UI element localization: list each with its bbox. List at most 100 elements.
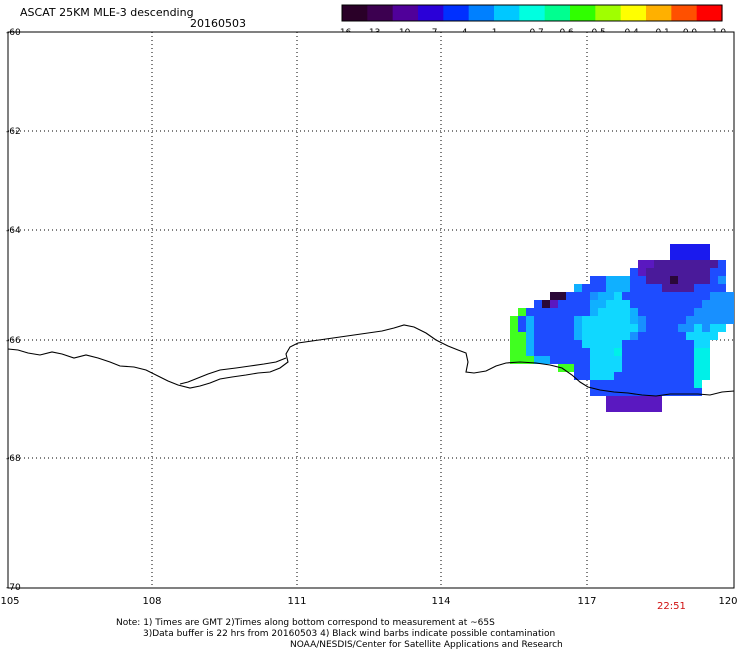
swath-cell — [598, 292, 606, 300]
swath-cell — [678, 308, 686, 316]
swath-cell — [542, 348, 550, 356]
swath-cell — [614, 332, 622, 340]
swath-cell — [566, 316, 574, 324]
swath-cell — [702, 244, 710, 252]
swath-cell — [574, 308, 582, 316]
swath-cell — [702, 292, 710, 300]
swath-cell — [686, 244, 694, 252]
swath-cell — [646, 348, 654, 356]
swath-cell — [678, 380, 686, 388]
swath-cell — [678, 364, 686, 372]
swath-cell — [518, 332, 526, 340]
lon-label: 108 — [142, 596, 161, 607]
swath-cell — [654, 300, 662, 308]
swath-cell — [590, 356, 598, 364]
swath-cell — [702, 348, 710, 356]
swath-cell — [702, 268, 710, 276]
swath-cell — [598, 348, 606, 356]
colorbar-swatch — [519, 5, 546, 21]
swath-cell — [694, 300, 702, 308]
swath-cell — [662, 356, 670, 364]
swath-cell — [582, 332, 590, 340]
swath-cell — [606, 292, 614, 300]
swath-cell — [662, 316, 670, 324]
swath-cell — [630, 364, 638, 372]
swath-cell — [590, 276, 598, 284]
swath-cell — [694, 340, 702, 348]
swath-cell — [694, 316, 702, 324]
colorbar-swatch — [494, 5, 520, 21]
swath-cell — [598, 300, 606, 308]
swath-cell — [662, 332, 670, 340]
swath-cell — [622, 332, 630, 340]
swath-cell — [718, 268, 726, 276]
swath-cell — [638, 332, 646, 340]
swath-cell — [678, 276, 686, 284]
swath-cell — [590, 324, 598, 332]
swath-cell — [638, 380, 646, 388]
swath-cell — [542, 324, 550, 332]
swath-cell — [638, 396, 646, 404]
swath-cell — [718, 276, 726, 284]
swath-cell — [526, 340, 534, 348]
swath-cell — [558, 348, 566, 356]
data-swath — [510, 244, 734, 412]
swath-cell — [534, 332, 542, 340]
swath-cell — [654, 292, 662, 300]
swath-cell — [654, 380, 662, 388]
swath-cell — [662, 380, 670, 388]
swath-cell — [670, 388, 678, 396]
swath-cell — [606, 316, 614, 324]
swath-cell — [630, 348, 638, 356]
swath-cell — [550, 316, 558, 324]
swath-cell — [646, 340, 654, 348]
swath-cell — [654, 284, 662, 292]
swath-cell — [534, 356, 542, 364]
swath-cell — [590, 284, 598, 292]
swath-cell — [606, 388, 614, 396]
swath-cell — [614, 284, 622, 292]
swath-cell — [654, 348, 662, 356]
swath-cell — [590, 388, 598, 396]
swath-cell — [646, 396, 654, 404]
swath-cell — [598, 316, 606, 324]
swath-cell — [566, 364, 574, 372]
swath-cell — [686, 308, 694, 316]
swath-cell — [694, 332, 702, 340]
swath-cell — [670, 300, 678, 308]
swath-cell — [670, 268, 678, 276]
swath-cell — [590, 364, 598, 372]
swath-cell — [694, 356, 702, 364]
swath-cell — [574, 364, 582, 372]
swath-cell — [574, 340, 582, 348]
swath-cell — [534, 340, 542, 348]
swath-cell — [646, 372, 654, 380]
swath-cell — [694, 388, 702, 396]
swath-cell — [526, 332, 534, 340]
swath-cell — [598, 372, 606, 380]
swath-cell — [614, 348, 622, 356]
swath-cell — [662, 300, 670, 308]
swath-cell — [614, 356, 622, 364]
colorbar-swatch — [671, 5, 698, 21]
swath-cell — [710, 332, 718, 340]
swath-cell — [622, 340, 630, 348]
swath-cell — [662, 308, 670, 316]
swath-cell — [542, 356, 550, 364]
swath-cell — [670, 252, 678, 260]
swath-cell — [678, 332, 686, 340]
swath-cell — [670, 340, 678, 348]
swath-cell — [670, 356, 678, 364]
swath-cell — [710, 300, 718, 308]
swath-cell — [542, 340, 550, 348]
lat-label: -62 — [6, 127, 21, 137]
note-line-2: 3)Data buffer is 22 hrs from 20160503 4)… — [143, 629, 555, 639]
swath-cell — [710, 268, 718, 276]
swath-cell — [598, 380, 606, 388]
swath-cell — [606, 300, 614, 308]
swath-cell — [630, 276, 638, 284]
swath-cell — [686, 372, 694, 380]
swath-cell — [574, 284, 582, 292]
swath-cell — [614, 372, 622, 380]
